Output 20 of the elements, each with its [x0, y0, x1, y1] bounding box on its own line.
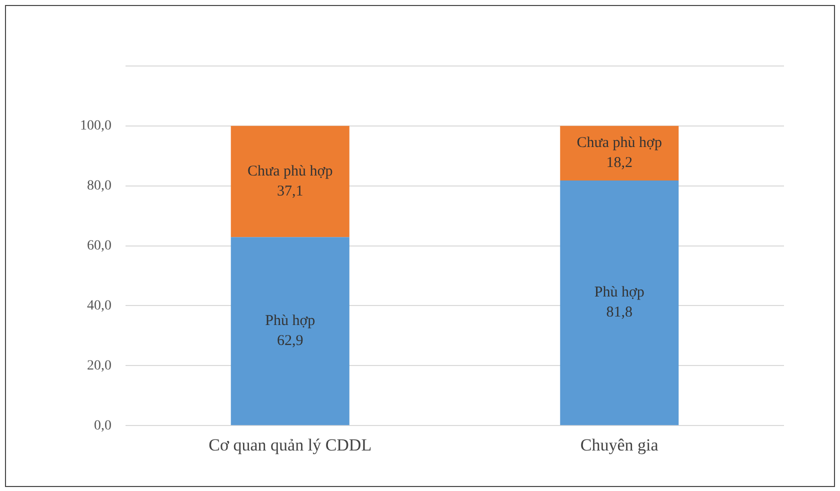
y-tick-label: 40,0 — [87, 298, 112, 314]
x-tick-label: Cơ quan quản lý CDDL — [208, 435, 372, 454]
series-label: Chưa phù hợp — [576, 135, 662, 152]
y-tick-label: 100,0 — [80, 118, 112, 134]
data-label: 37,1 — [277, 183, 304, 200]
bar — [560, 180, 679, 426]
y-tick-label: 20,0 — [87, 358, 112, 374]
bar — [230, 126, 350, 238]
text: Chưa phù hợp — [248, 163, 333, 180]
y-tick-label: 0,0 — [94, 418, 112, 434]
text: Phù hợp — [594, 284, 644, 301]
bar — [560, 126, 679, 180]
data-label: 81,8 — [606, 304, 632, 321]
data-label: 62,9 — [277, 333, 304, 350]
y-tick-label: 80,0 — [87, 178, 112, 194]
x-tick-label: Chuyên gia — [580, 435, 659, 454]
series-label: Phù hợp — [265, 313, 316, 330]
y-tick-label: 60,0 — [87, 238, 112, 254]
bar — [230, 237, 350, 426]
data-label: 18,2 — [606, 155, 632, 172]
